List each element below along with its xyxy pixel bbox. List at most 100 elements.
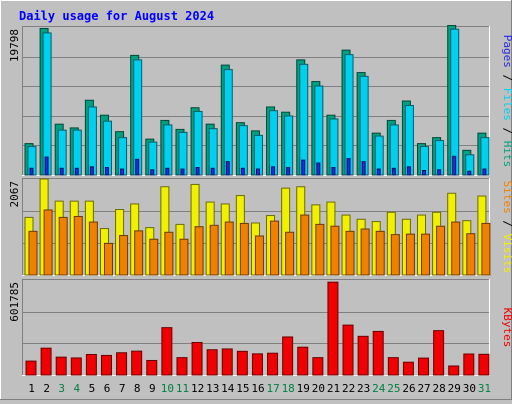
bar-pages-7 bbox=[120, 168, 125, 176]
y-max-label: 2067 bbox=[8, 181, 21, 208]
x-tick-label: 16 bbox=[251, 382, 264, 395]
bar-kbytes-17 bbox=[267, 352, 279, 376]
bar-sites-27 bbox=[421, 233, 431, 276]
x-tick-label: 31 bbox=[478, 382, 491, 395]
x-tick-label: 19 bbox=[297, 382, 310, 395]
x-tick-label: 29 bbox=[448, 382, 461, 395]
bar-pages-26 bbox=[406, 166, 411, 176]
legend-top: Pages / Files / Hits bbox=[501, 35, 512, 168]
bar-pages-25 bbox=[391, 167, 396, 176]
bar-pages-1 bbox=[29, 167, 34, 176]
x-tick-label: 26 bbox=[402, 382, 415, 395]
bar-sites-18 bbox=[285, 231, 295, 276]
bar-sites-30 bbox=[466, 233, 476, 276]
bar-kbytes-25 bbox=[387, 357, 399, 376]
legend-entry: / bbox=[501, 68, 512, 88]
bar-pages-8 bbox=[135, 158, 140, 176]
legend-entry: Files bbox=[501, 88, 512, 121]
bar-pages-27 bbox=[422, 170, 427, 176]
bar-kbytes-28 bbox=[433, 330, 445, 376]
legend-middle: Sites / Visits bbox=[501, 181, 512, 274]
legend-entry: KBytes bbox=[501, 308, 512, 348]
y-max-label: 601785 bbox=[8, 282, 21, 322]
bar-pages-11 bbox=[180, 168, 185, 176]
chart-title: Daily usage for August 2024 bbox=[19, 9, 214, 23]
bar-kbytes-20 bbox=[312, 357, 324, 376]
bar-sites-14 bbox=[224, 221, 234, 276]
bar-kbytes-16 bbox=[251, 353, 263, 376]
bar-sites-17 bbox=[270, 220, 280, 276]
x-tick-label: 25 bbox=[387, 382, 400, 395]
x-tick-label: 11 bbox=[176, 382, 189, 395]
bar-kbytes-8 bbox=[131, 350, 143, 376]
bar-sites-25 bbox=[390, 234, 400, 276]
bar-kbytes-9 bbox=[146, 359, 158, 376]
x-tick-label: 7 bbox=[119, 382, 126, 395]
bar-files-8 bbox=[133, 59, 143, 176]
bar-sites-22 bbox=[345, 230, 355, 276]
bar-kbytes-2 bbox=[40, 347, 52, 376]
bar-sites-3 bbox=[58, 216, 68, 276]
bar-sites-16 bbox=[254, 235, 264, 276]
bar-kbytes-21 bbox=[327, 281, 339, 376]
bar-kbytes-5 bbox=[85, 353, 97, 376]
bar-pages-21 bbox=[331, 167, 336, 176]
x-tick-label: 3 bbox=[58, 382, 65, 395]
bar-files-19 bbox=[299, 63, 309, 176]
bar-files-23 bbox=[359, 75, 369, 176]
bar-sites-2 bbox=[43, 209, 53, 276]
x-tick-label: 22 bbox=[342, 382, 355, 395]
bar-kbytes-27 bbox=[418, 357, 430, 376]
y-max-label: 19798 bbox=[8, 29, 21, 62]
bar-kbytes-23 bbox=[357, 335, 369, 376]
bar-sites-6 bbox=[103, 242, 113, 276]
bar-files-18 bbox=[284, 115, 294, 176]
bar-pages-20 bbox=[316, 162, 321, 176]
bar-pages-19 bbox=[301, 159, 306, 176]
bar-pages-5 bbox=[89, 166, 94, 176]
bar-sites-10 bbox=[164, 231, 174, 276]
x-tick-label: 10 bbox=[161, 382, 174, 395]
bar-kbytes-4 bbox=[70, 357, 82, 376]
series-pages bbox=[29, 155, 487, 176]
legend-entry: / bbox=[501, 121, 512, 141]
bar-pages-9 bbox=[150, 169, 155, 176]
panel-middle: 2067 bbox=[8, 178, 491, 276]
bar-files-26 bbox=[404, 104, 414, 176]
bar-sites-11 bbox=[179, 238, 189, 276]
bar-pages-15 bbox=[240, 167, 245, 176]
bar-files-6 bbox=[102, 120, 112, 176]
x-tick-label: 8 bbox=[134, 382, 141, 395]
bar-pages-18 bbox=[286, 167, 291, 176]
bar-kbytes-11 bbox=[176, 357, 188, 376]
bar-files-14 bbox=[223, 69, 233, 176]
bar-kbytes-3 bbox=[55, 356, 67, 376]
bar-pages-30 bbox=[467, 170, 472, 176]
legend-bottom: KBytes bbox=[501, 308, 512, 348]
bar-files-29 bbox=[450, 28, 460, 176]
legend-entry: Pages bbox=[501, 35, 512, 68]
bar-pages-22 bbox=[346, 158, 351, 176]
bar-kbytes-14 bbox=[221, 348, 233, 376]
bar-kbytes-26 bbox=[402, 361, 414, 376]
bar-files-10 bbox=[163, 124, 173, 176]
bar-kbytes-15 bbox=[236, 350, 248, 376]
x-tick-label: 13 bbox=[206, 382, 219, 395]
bar-kbytes-13 bbox=[206, 349, 218, 376]
x-tick-label: 27 bbox=[417, 382, 430, 395]
x-tick-label: 21 bbox=[327, 382, 340, 395]
bar-pages-17 bbox=[271, 166, 276, 176]
bar-kbytes-31 bbox=[478, 353, 490, 376]
series-sites bbox=[28, 209, 491, 276]
bar-pages-12 bbox=[195, 167, 200, 176]
bar-pages-3 bbox=[59, 167, 64, 176]
bar-sites-1 bbox=[28, 230, 38, 276]
x-tick-label: 17 bbox=[266, 382, 279, 395]
bar-files-25 bbox=[389, 124, 399, 176]
bar-pages-10 bbox=[165, 167, 170, 176]
bar-sites-19 bbox=[300, 214, 310, 276]
x-tick-label: 6 bbox=[104, 382, 111, 395]
x-tick-label: 4 bbox=[74, 382, 81, 395]
